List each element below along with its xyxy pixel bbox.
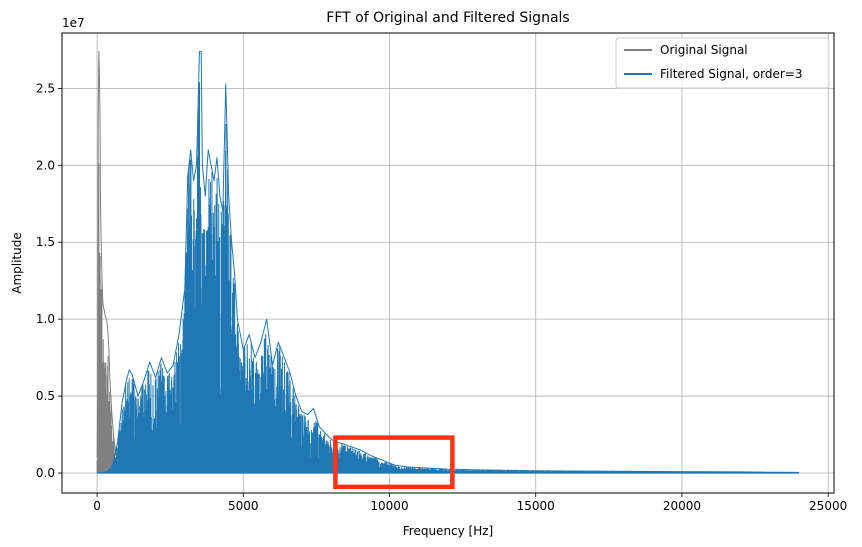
y-offset-label: 1e7 [62, 16, 85, 30]
legend-label-filtered: Filtered Signal, order=3 [660, 67, 802, 81]
chart-title: FFT of Original and Filtered Signals [326, 10, 569, 26]
legend-label-original: Original Signal [660, 43, 748, 57]
highlight-box [333, 435, 455, 490]
y-tick-label: 2.5 [36, 81, 55, 95]
x-tick-label: 10000 [370, 499, 408, 513]
y-tick-label: 0.0 [36, 466, 55, 480]
x-axis-label: Frequency [Hz] [403, 524, 494, 538]
x-tick-label: 0 [93, 499, 101, 513]
y-tick-label: 1.0 [36, 312, 55, 326]
y-axis-label: Amplitude [10, 232, 24, 294]
legend: Original Signal Filtered Signal, order=3 [615, 37, 830, 89]
series-1-peaks [97, 50, 799, 474]
axes-frame [61, 32, 835, 494]
x-tick-label: 5000 [228, 499, 259, 513]
x-tick-label: 25000 [809, 499, 847, 513]
y-tick-label: 1.5 [36, 235, 55, 249]
y-tick-label: 2.0 [36, 158, 55, 172]
series-layer [96, 50, 800, 474]
y-tick-label: 0.5 [36, 389, 55, 403]
legend-box [615, 37, 830, 89]
axis-ticks: 0 5000 10000 15000 20000 25000 0.0 0.5 1.0 1.5 2.0… [36, 81, 847, 513]
x-tick-label: 20000 [663, 499, 701, 513]
x-tick-label: 15000 [517, 499, 555, 513]
